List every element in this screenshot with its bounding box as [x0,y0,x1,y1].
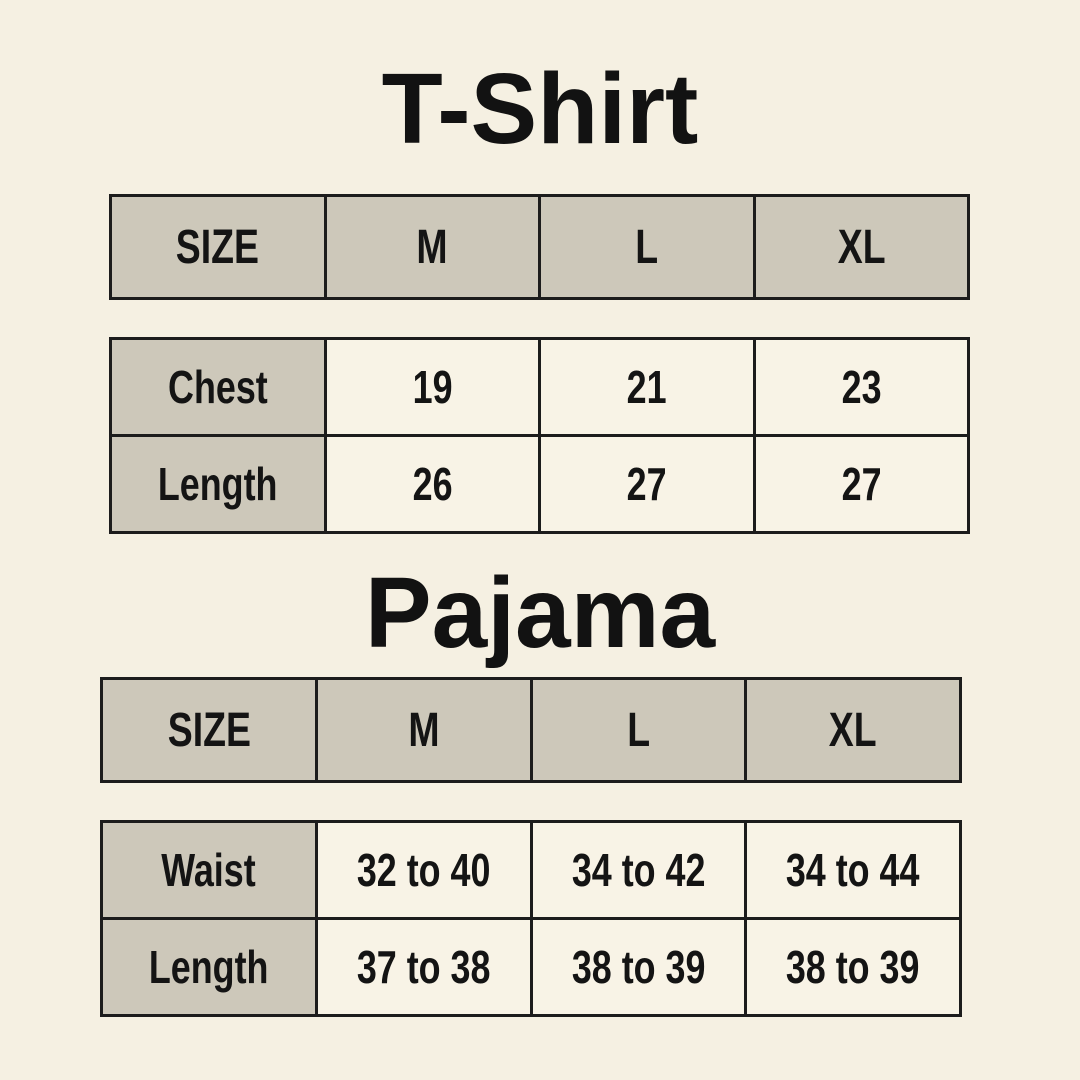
value-cell: 27 [538,434,756,534]
header-cell-l: L [529,677,748,783]
row-label-cell: Waist [100,820,318,920]
tshirt-measurements-table: Chest 19 21 23 Length 26 27 27 [109,337,970,534]
header-cell-size: SIZE [109,194,327,300]
row-label-cell: Length [100,917,318,1017]
header-cell-m: M [323,194,541,300]
value-cell: 27 [752,434,970,534]
value-cell: 34 to 42 [529,820,748,920]
row-label-cell: Length [109,434,327,534]
value-cell: 38 to 39 [529,917,748,1017]
header-cell-xl: XL [752,194,970,300]
pajama-measurements-table: Waist 32 to 40 34 to 42 34 to 44 Length … [100,820,962,1017]
tshirt-chest-row: Chest 19 21 23 [109,337,970,437]
pajama-waist-row: Waist 32 to 40 34 to 42 34 to 44 [100,820,962,920]
value-cell: 38 to 39 [744,917,962,1017]
tshirt-size-header-table: SIZE M L XL [109,194,970,300]
value-cell: 23 [752,337,970,437]
header-cell-size: SIZE [100,677,318,783]
value-cell: 19 [323,337,541,437]
header-cell-l: L [538,194,756,300]
pajama-size-header-table: SIZE M L XL [100,677,962,783]
header-cell-xl: XL [744,677,962,783]
tshirt-size-header-row: SIZE M L XL [109,194,970,300]
value-cell: 37 to 38 [314,917,533,1017]
tshirt-length-row: Length 26 27 27 [109,434,970,534]
row-label-cell: Chest [109,337,327,437]
value-cell: 26 [323,434,541,534]
value-cell: 34 to 44 [744,820,962,920]
pajama-length-row: Length 37 to 38 38 to 39 38 to 39 [100,917,962,1017]
header-cell-m: M [314,677,533,783]
value-cell: 21 [538,337,756,437]
pajama-title: Pajama [364,557,716,669]
pajama-size-header-row: SIZE M L XL [100,677,962,783]
tshirt-title: T-Shirt [381,53,699,165]
value-cell: 32 to 40 [314,820,533,920]
